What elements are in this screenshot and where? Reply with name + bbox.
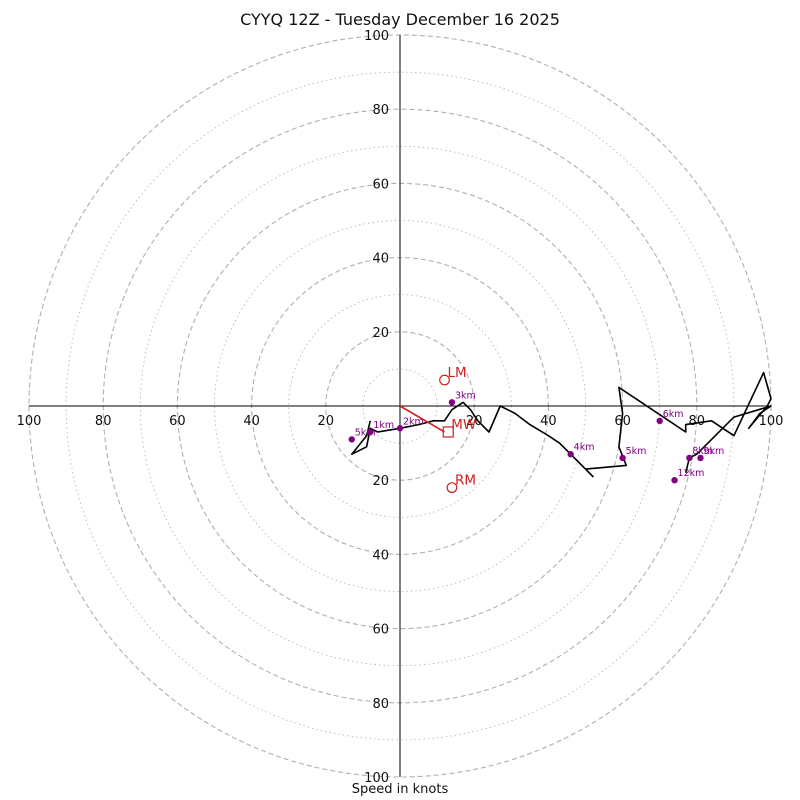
hodograph-trace bbox=[350, 371, 772, 478]
height-label: 12km bbox=[678, 468, 705, 479]
tick-label: 100 bbox=[364, 29, 389, 44]
height-label: 2km bbox=[403, 416, 424, 427]
height-label: 5km bbox=[355, 427, 376, 438]
tick-label: 20 bbox=[372, 326, 389, 341]
tick-label: 40 bbox=[243, 414, 260, 429]
storm-marker bbox=[439, 374, 450, 386]
mean-wind-vector bbox=[399, 405, 445, 433]
height-marker bbox=[367, 428, 374, 436]
height-marker bbox=[396, 425, 404, 432]
height-label: 1km bbox=[373, 420, 394, 431]
storm-label: RM bbox=[455, 473, 476, 489]
storm-label: MW bbox=[451, 417, 476, 433]
height-label: 9km bbox=[704, 446, 725, 457]
height-marker bbox=[656, 417, 663, 425]
tick-label: 20 bbox=[372, 474, 389, 489]
height-marker bbox=[619, 454, 626, 462]
height-marker bbox=[348, 436, 355, 443]
height-marker bbox=[448, 399, 456, 406]
tick-label: 60 bbox=[372, 177, 389, 192]
tick-label: 80 bbox=[689, 414, 706, 429]
tick-label: 60 bbox=[372, 623, 389, 638]
tick-label: 20 bbox=[466, 414, 483, 429]
height-marker bbox=[567, 451, 574, 458]
storm-marker bbox=[446, 482, 458, 494]
tick-label: 100 bbox=[17, 414, 42, 429]
height-marker bbox=[697, 454, 704, 462]
tick-label: 80 bbox=[95, 414, 112, 429]
height-marker bbox=[686, 454, 693, 462]
height-label: 5km bbox=[626, 446, 647, 457]
tick-label: 100 bbox=[364, 771, 389, 786]
tick-label: 60 bbox=[614, 414, 631, 429]
height-marker bbox=[671, 477, 678, 484]
tick-label: 80 bbox=[372, 697, 389, 712]
height-label: 8km bbox=[692, 446, 713, 457]
storm-label: LM bbox=[448, 365, 467, 381]
storm-motion-markers: LM MW RM bbox=[399, 365, 476, 494]
tick-label: 100 bbox=[759, 414, 784, 429]
hodograph-line bbox=[350, 371, 772, 478]
height-label: 4km bbox=[574, 442, 595, 453]
tick-label: 40 bbox=[372, 252, 389, 267]
tick-labels: 100 80 60 40 20 20 40 60 80 100 100 80 60 40 20 20 40 60 8… bbox=[17, 29, 784, 786]
chart-title: CYYQ 12Z - Tuesday December 16 2025 bbox=[240, 10, 560, 29]
tick-label: 40 bbox=[540, 414, 557, 429]
x-axis-label: Speed in knots bbox=[351, 782, 449, 797]
tick-label: 40 bbox=[372, 548, 389, 563]
height-label: 3km bbox=[455, 390, 476, 401]
tick-label: 80 bbox=[372, 103, 389, 118]
height-label: 6km bbox=[663, 409, 684, 420]
storm-marker bbox=[442, 426, 454, 438]
tick-label: 20 bbox=[318, 414, 335, 429]
tick-label: 60 bbox=[169, 414, 186, 429]
